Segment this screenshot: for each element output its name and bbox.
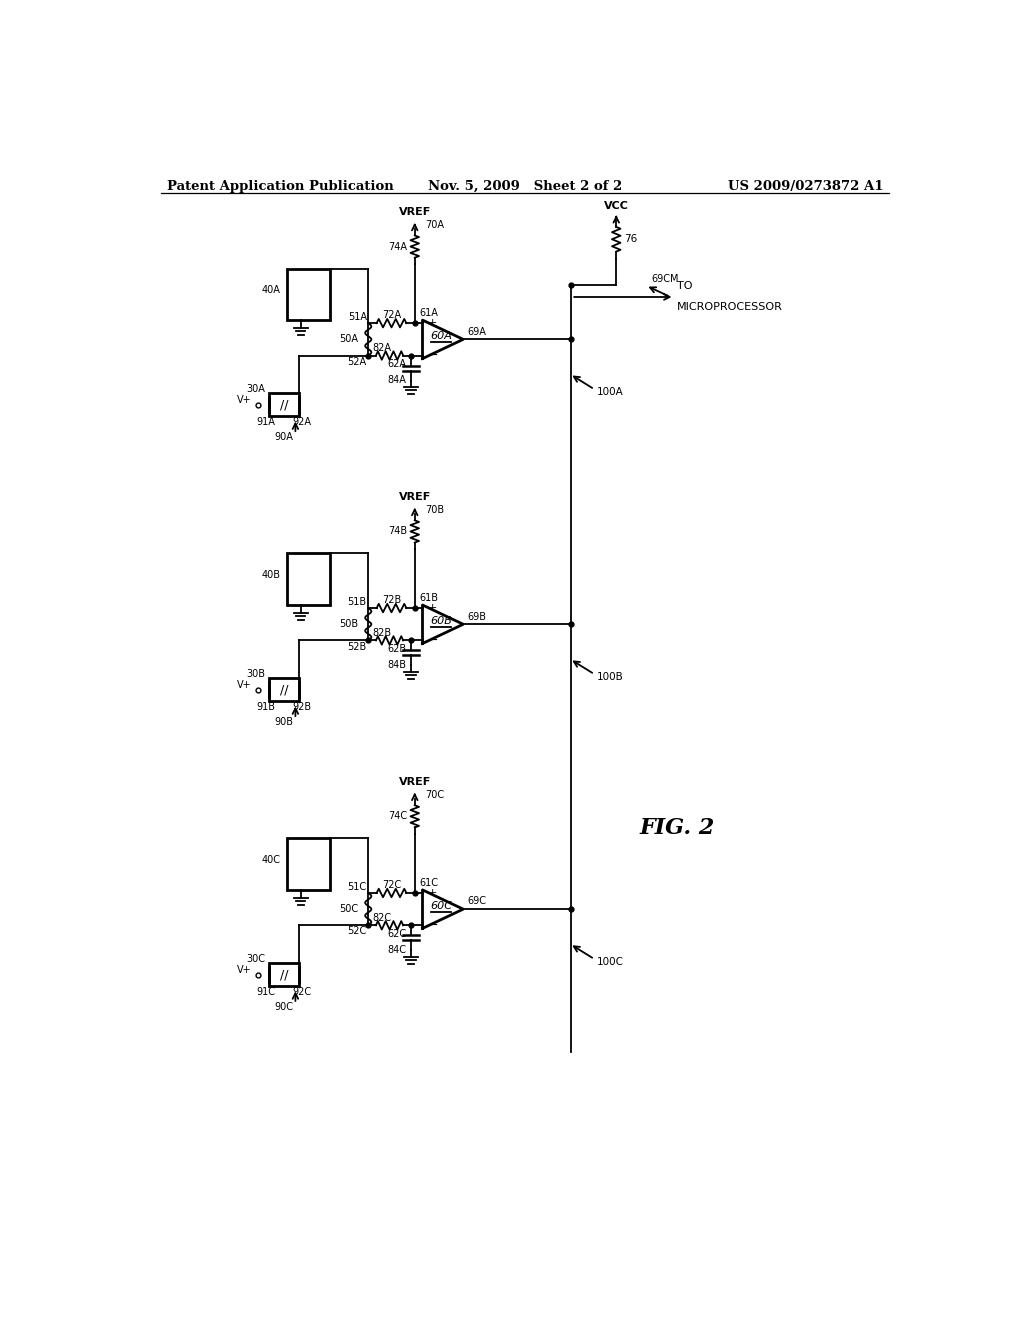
Text: +: + bbox=[428, 603, 437, 612]
Text: 62B: 62B bbox=[387, 644, 407, 653]
Text: US 2009/0273872 A1: US 2009/0273872 A1 bbox=[728, 180, 884, 193]
Text: 92B: 92B bbox=[292, 702, 311, 711]
Text: V+: V+ bbox=[238, 965, 252, 975]
Text: 72B: 72B bbox=[382, 595, 401, 606]
Bar bbox=[269, 678, 299, 701]
Text: 90A: 90A bbox=[274, 432, 293, 442]
Text: 82A: 82A bbox=[372, 343, 391, 352]
Text: +: + bbox=[428, 318, 437, 329]
Text: 60C: 60C bbox=[430, 902, 452, 911]
Text: V+: V+ bbox=[238, 395, 252, 405]
Text: 90B: 90B bbox=[274, 717, 293, 727]
Text: 40A: 40A bbox=[262, 285, 281, 296]
Text: 90C: 90C bbox=[274, 1002, 293, 1012]
Text: −: − bbox=[428, 919, 438, 932]
Text: 84A: 84A bbox=[387, 375, 407, 385]
Text: 74A: 74A bbox=[388, 242, 407, 252]
Bar bbox=[269, 393, 299, 416]
Text: 62C: 62C bbox=[387, 929, 407, 939]
Bar bbox=[287, 838, 330, 890]
Text: 61C: 61C bbox=[420, 878, 438, 888]
Text: 70A: 70A bbox=[426, 220, 444, 231]
Text: Patent Application Publication: Patent Application Publication bbox=[167, 180, 393, 193]
Text: 91C: 91C bbox=[256, 986, 275, 997]
Text: 74C: 74C bbox=[388, 812, 407, 821]
Text: 72A: 72A bbox=[382, 310, 401, 321]
Text: −: − bbox=[428, 634, 438, 647]
Text: 51A: 51A bbox=[348, 312, 367, 322]
Bar bbox=[269, 964, 299, 986]
Bar bbox=[287, 553, 330, 605]
Text: 52B: 52B bbox=[347, 642, 367, 652]
Text: 69B: 69B bbox=[467, 611, 486, 622]
Text: −: − bbox=[428, 348, 438, 362]
Text: V+: V+ bbox=[238, 680, 252, 690]
Text: 76: 76 bbox=[624, 234, 637, 244]
Text: 100B: 100B bbox=[597, 672, 624, 681]
Text: +: + bbox=[428, 888, 437, 898]
Text: 70C: 70C bbox=[426, 791, 444, 800]
Text: 100C: 100C bbox=[597, 957, 624, 966]
Text: 30A: 30A bbox=[247, 384, 265, 395]
Text: 50B: 50B bbox=[339, 619, 358, 630]
Text: 72C: 72C bbox=[382, 880, 401, 890]
Text: MICROPROCESSOR: MICROPROCESSOR bbox=[677, 302, 782, 313]
Text: 50A: 50A bbox=[339, 334, 358, 345]
Text: 51C: 51C bbox=[347, 882, 367, 892]
Text: 70B: 70B bbox=[426, 506, 444, 515]
Text: 60B: 60B bbox=[430, 616, 452, 626]
Text: 82B: 82B bbox=[372, 628, 391, 638]
Text: 69C: 69C bbox=[467, 896, 486, 907]
Bar bbox=[287, 268, 330, 321]
Text: VREF: VREF bbox=[398, 492, 431, 502]
Text: 100A: 100A bbox=[597, 387, 624, 397]
Text: 69A: 69A bbox=[467, 326, 486, 337]
Text: 50C: 50C bbox=[339, 904, 358, 915]
Text: 84C: 84C bbox=[387, 945, 407, 954]
Text: 92A: 92A bbox=[292, 417, 311, 426]
Text: //: // bbox=[280, 399, 288, 412]
Text: 60A: 60A bbox=[430, 331, 452, 342]
Text: 30B: 30B bbox=[246, 669, 265, 680]
Text: Nov. 5, 2009   Sheet 2 of 2: Nov. 5, 2009 Sheet 2 of 2 bbox=[428, 180, 622, 193]
Text: 40B: 40B bbox=[262, 570, 281, 581]
Text: 91B: 91B bbox=[256, 702, 275, 711]
Text: 84B: 84B bbox=[387, 660, 407, 671]
Text: 30C: 30C bbox=[246, 954, 265, 964]
Text: VREF: VREF bbox=[398, 207, 431, 218]
Text: 74B: 74B bbox=[388, 527, 407, 536]
Text: 69CM: 69CM bbox=[651, 275, 679, 284]
Text: //: // bbox=[280, 684, 288, 696]
Text: 62A: 62A bbox=[387, 359, 407, 370]
Text: 52A: 52A bbox=[347, 356, 367, 367]
Text: 91A: 91A bbox=[257, 417, 275, 426]
Text: TO: TO bbox=[677, 281, 692, 290]
Text: 51B: 51B bbox=[347, 597, 367, 607]
Text: 82C: 82C bbox=[372, 912, 391, 923]
Text: VCC: VCC bbox=[604, 201, 629, 211]
Text: 92C: 92C bbox=[292, 986, 311, 997]
Text: 61A: 61A bbox=[420, 308, 438, 318]
Text: FIG. 2: FIG. 2 bbox=[640, 817, 715, 840]
Text: 40C: 40C bbox=[262, 855, 281, 865]
Text: 52C: 52C bbox=[347, 927, 367, 936]
Text: VREF: VREF bbox=[398, 777, 431, 787]
Text: 61B: 61B bbox=[420, 593, 438, 603]
Text: //: // bbox=[280, 968, 288, 981]
